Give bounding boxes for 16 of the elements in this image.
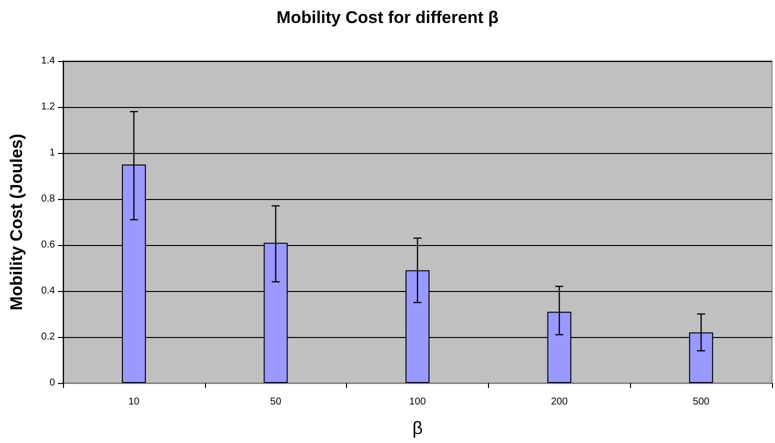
x-tick-label: 50 <box>270 396 282 408</box>
y-tick-label: 0.2 <box>41 332 56 342</box>
y-tick-label: 1.4 <box>41 56 56 66</box>
x-axis-title: β <box>412 418 423 438</box>
y-tick-label: 0 <box>49 378 56 388</box>
x-tick-label: 500 <box>692 396 710 408</box>
x-tick-label: 10 <box>128 396 140 408</box>
y-tick-label: 1.2 <box>41 102 56 112</box>
y-axis-title: Mobility Cost (Joules) <box>7 134 26 310</box>
chart-title: Mobility Cost for different β <box>276 8 498 27</box>
x-tick-label: 100 <box>409 396 426 408</box>
x-tick-label: 200 <box>550 396 568 408</box>
y-tick-label: 1 <box>49 148 56 158</box>
y-tick-label: 0.8 <box>41 194 56 204</box>
y-tick-label: 0.4 <box>41 286 56 296</box>
y-tick-label: 0.6 <box>41 240 56 250</box>
